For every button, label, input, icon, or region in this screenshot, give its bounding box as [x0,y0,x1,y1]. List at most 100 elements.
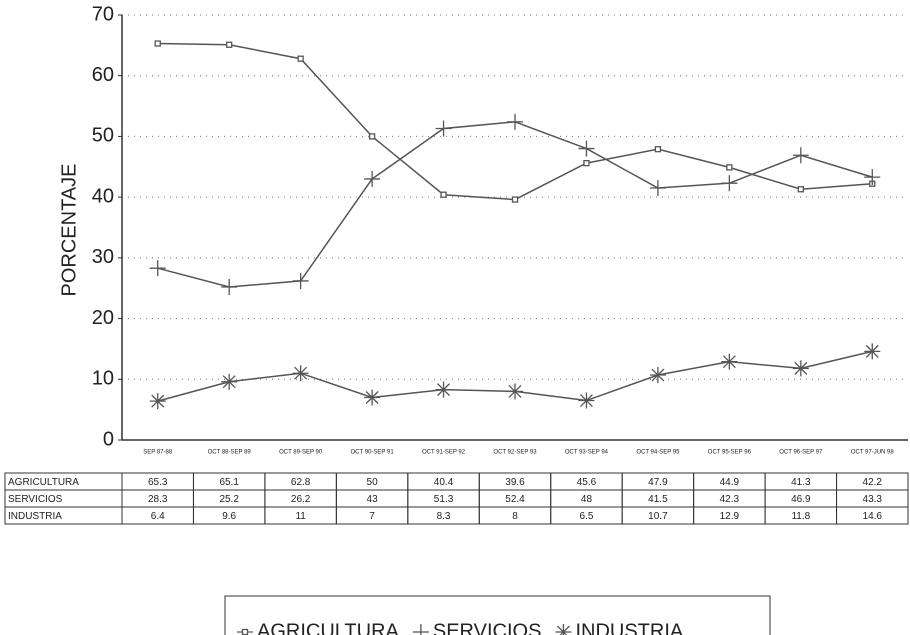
table-row-label: AGRICULTURA [8,477,79,488]
x-tick-label: SEP 87-88 [143,450,173,456]
y-tick-label: 60 [92,64,114,86]
y-tick-label: 70 [92,3,114,25]
marker [297,55,304,62]
x-tick-label: OCT 89-SEP 90 [279,450,323,456]
table-value: 28.3 [148,494,168,505]
marker-stroke [437,383,451,397]
x-tick-label: OCT 88-SEP 89 [208,450,252,456]
table-value: 42.2 [863,477,883,488]
marker-square [226,41,233,48]
table-value: 62.8 [291,477,311,488]
marker [792,147,809,164]
marker [440,191,447,198]
table-value: 48 [581,494,593,505]
x-tick-label: OCT 94-SEP 95 [636,450,680,456]
marker [221,279,238,295]
x-tick-label: OCT 97-JUN 98 [851,450,895,456]
marker [368,133,376,140]
legend-item: INDUSTRIA [555,620,684,635]
table-value: 39.6 [505,477,525,488]
table-value: 47.9 [648,477,668,488]
marker [583,159,590,167]
marker-stroke [722,355,736,369]
legend-box [224,595,771,635]
x-tick-label: OCT 95-SEP 96 [708,450,752,456]
marker [507,113,523,130]
series-line [157,121,873,288]
x-tick-label: OCT 93-SEP 94 [565,450,609,456]
table-value: 26.2 [291,494,311,505]
marker-square [154,40,161,47]
marker [649,180,666,197]
marker-square [297,55,304,62]
legend-item: AGRICULTURA [237,620,400,635]
marker-stroke [651,368,665,382]
table-value: 8.3 [437,511,451,522]
marker [864,343,881,360]
table-value: 46.9 [791,494,811,505]
table-value: 41.3 [791,477,811,488]
y-tick-label: 0 [103,428,114,450]
table-value: 41.5 [648,494,668,505]
marker [726,164,733,171]
marker [721,175,738,192]
marker-stroke [294,366,308,380]
y-tick-label: 50 [92,125,114,147]
marker [364,389,381,406]
marker-square [797,186,804,193]
y-axis-label: PORCENTAJE [58,164,80,297]
marker [292,365,309,382]
marker [435,120,452,137]
table-value: 43 [367,494,379,505]
marker-stroke [222,375,236,389]
marker [154,40,161,47]
marker-stroke [794,361,808,375]
table-value: 44.9 [720,477,740,488]
table-row-label: INDUSTRIA [8,511,62,522]
marker [578,140,595,157]
marker [435,381,452,398]
marker [364,170,381,187]
y-tick-label: 10 [92,368,114,390]
marker [511,196,519,203]
table-value: 45.6 [577,477,597,488]
marker-square [511,196,519,203]
table-value: 6.5 [580,511,594,522]
marker [241,628,249,635]
marker-square [654,146,662,153]
marker-stroke [865,344,879,358]
marker-stroke [365,391,379,404]
marker [797,186,804,193]
x-tick-label: OCT 91-SEP 92 [422,450,466,456]
table-value: 8 [512,511,518,522]
marker-square [726,164,733,171]
marker-stroke [579,394,593,407]
table-value: 6.4 [151,511,165,522]
marker [555,624,572,635]
legend-label: SERVICIOS [433,620,542,635]
y-tick-label: 40 [92,185,114,207]
legend-label: INDUSTRIA [575,620,683,635]
marker [864,169,881,186]
x-tick-label: OCT 90-SEP 91 [351,450,395,456]
table-value: 10.7 [648,511,668,522]
table-value: 43.3 [863,494,883,505]
marker [654,146,662,153]
marker [792,360,809,377]
marker-square [440,191,447,198]
table-value: 11 [295,511,306,522]
table-value: 9.6 [222,511,236,522]
marker [721,353,738,370]
legend-item: SERVICIOS [412,620,542,635]
marker [149,393,166,410]
marker [226,41,233,48]
marker-stroke [508,384,522,398]
table-value: 51.3 [434,494,454,505]
table-value: 42.3 [720,494,740,505]
table-row-label: SERVICIOS [8,494,63,505]
table-value: 52.4 [505,494,525,505]
table-value: 14.6 [863,511,883,522]
table-value: 65.1 [219,477,239,488]
